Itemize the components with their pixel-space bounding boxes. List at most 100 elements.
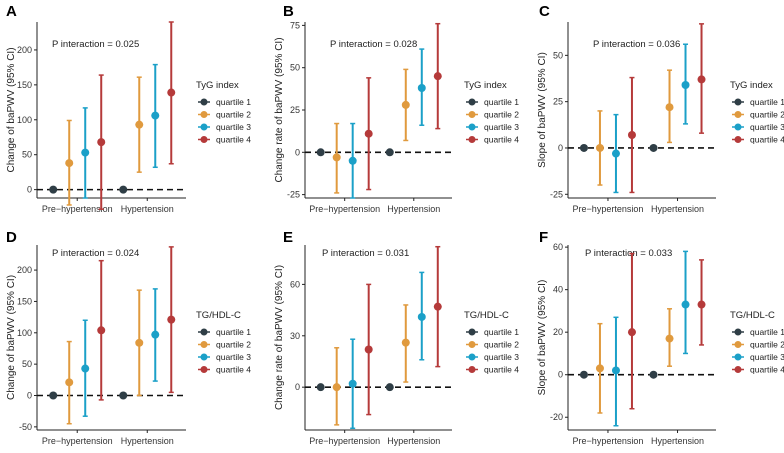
y-tick-label: 50 (553, 50, 563, 60)
legend-key-dot (468, 123, 476, 131)
legend-key-dot (200, 111, 208, 118)
data-point (611, 149, 620, 158)
legend-label: quartile 2 (484, 110, 519, 120)
data-point (579, 143, 588, 152)
panel-f: F -20 0 20 40 60 Slope of baPWV (95% CI) Pre−hy… (537, 229, 784, 446)
data-point (433, 72, 442, 81)
legend-label: quartile 1 (750, 327, 784, 337)
data-point (81, 364, 90, 373)
y-tick-label: 75 (290, 20, 300, 30)
p-interaction-label: P interaction = 0.028 (330, 39, 417, 50)
legend-label: quartile 4 (750, 365, 784, 375)
y-tick-label: 40 (553, 285, 563, 295)
x-tick-label: Hypertension (121, 436, 174, 446)
data-point (611, 366, 620, 375)
legend-label: quartile 2 (216, 110, 251, 120)
data-point (135, 120, 144, 129)
data-point (681, 80, 690, 89)
panel-letter: D (6, 229, 17, 246)
legend-key-dot (734, 136, 742, 143)
legend-key-dot (468, 136, 476, 143)
panel-letter: A (6, 3, 17, 20)
y-tick-label: 0 (27, 391, 32, 401)
panel-e: E 0 30 60 Change rate of baPWV (95% CI) Pre−h… (274, 229, 519, 446)
data-point (417, 312, 426, 321)
p-interaction-label: P interaction = 0.025 (52, 39, 139, 50)
y-tick-label: 0 (558, 143, 563, 153)
legend-label: quartile 4 (216, 135, 251, 145)
legend-key-dot (734, 353, 742, 361)
y-tick-label: -25 (287, 190, 300, 200)
data-point (332, 383, 341, 392)
data-point (65, 159, 74, 168)
data-point (417, 84, 426, 92)
y-tick-label: 50 (22, 150, 32, 160)
data-point (697, 75, 706, 84)
legend-key-dot (200, 123, 208, 131)
data-point (364, 129, 373, 138)
y-tick-label: 30 (290, 331, 300, 341)
y-tick-label: 200 (17, 45, 32, 55)
y-axis-title: Change of baPWV (95% CI) (6, 275, 17, 400)
y-tick-label: 0 (295, 147, 300, 157)
x-tick-label: Pre−hypertension (309, 436, 380, 446)
legend-title: TyG index (464, 80, 507, 91)
x-tick-label: Pre−hypertension (42, 204, 113, 214)
legend-label: quartile 3 (750, 122, 784, 132)
panel-c: C -25 0 25 50 Slope of baPWV (95% CI) Pre−hype… (537, 3, 784, 214)
legend-title: TG/HDL-C (730, 310, 775, 321)
legend-label: quartile 3 (484, 352, 519, 362)
data-point (385, 383, 394, 392)
data-point (579, 370, 588, 379)
data-point (316, 383, 325, 392)
p-interaction-label: P interaction = 0.031 (322, 248, 409, 259)
legend-key-dot (734, 111, 742, 118)
y-axis-title: Change rate of baPWV (95% CI) (274, 265, 285, 410)
x-tick-label: Hypertension (387, 436, 440, 446)
x-tick-label: Hypertension (651, 204, 704, 214)
y-axis-title: Change rate of baPWV (95% CI) (274, 37, 285, 182)
y-tick-label: -50 (19, 422, 32, 432)
y-tick-label: 60 (290, 279, 300, 289)
legend-key-dot (200, 366, 208, 373)
data-point (348, 156, 357, 165)
data-point (119, 391, 128, 400)
legend-title: TG/HDL-C (464, 310, 509, 321)
data-point (65, 378, 74, 387)
y-tick-label: 0 (558, 370, 563, 380)
data-point (151, 330, 160, 339)
legend-label: quartile 3 (216, 352, 251, 362)
y-tick-label: 50 (22, 359, 32, 369)
data-point (151, 111, 160, 120)
legend-key-dot (468, 328, 476, 336)
y-tick-label: -25 (550, 189, 563, 199)
legend-label: quartile 1 (484, 327, 519, 337)
y-axis-title: Slope of baPWV (95% CI) (537, 280, 548, 396)
data-point (49, 185, 58, 194)
y-tick-label: 150 (17, 296, 32, 306)
data-point (97, 326, 106, 335)
legend-label: quartile 2 (750, 110, 784, 120)
y-axis-title: Slope of baPWV (95% CI) (537, 52, 548, 168)
legend-key-dot (734, 123, 742, 131)
data-point (401, 338, 410, 347)
p-interaction-label: P interaction = 0.024 (52, 248, 139, 259)
data-point (665, 103, 674, 112)
data-point (665, 334, 674, 343)
legend-label: quartile 4 (216, 365, 251, 375)
data-point (627, 131, 636, 140)
legend-label: quartile 2 (216, 340, 251, 350)
data-point (385, 148, 394, 157)
y-tick-label: 100 (17, 115, 32, 125)
y-tick-label: 200 (17, 265, 32, 275)
y-tick-label: -20 (550, 412, 563, 422)
x-tick-label: Pre−hypertension (42, 436, 113, 446)
legend-key-dot (200, 136, 208, 143)
data-point (433, 302, 442, 311)
data-point (332, 153, 341, 162)
data-point (119, 185, 128, 194)
x-tick-label: Hypertension (387, 204, 440, 214)
data-point (364, 345, 373, 354)
data-point (649, 370, 658, 379)
